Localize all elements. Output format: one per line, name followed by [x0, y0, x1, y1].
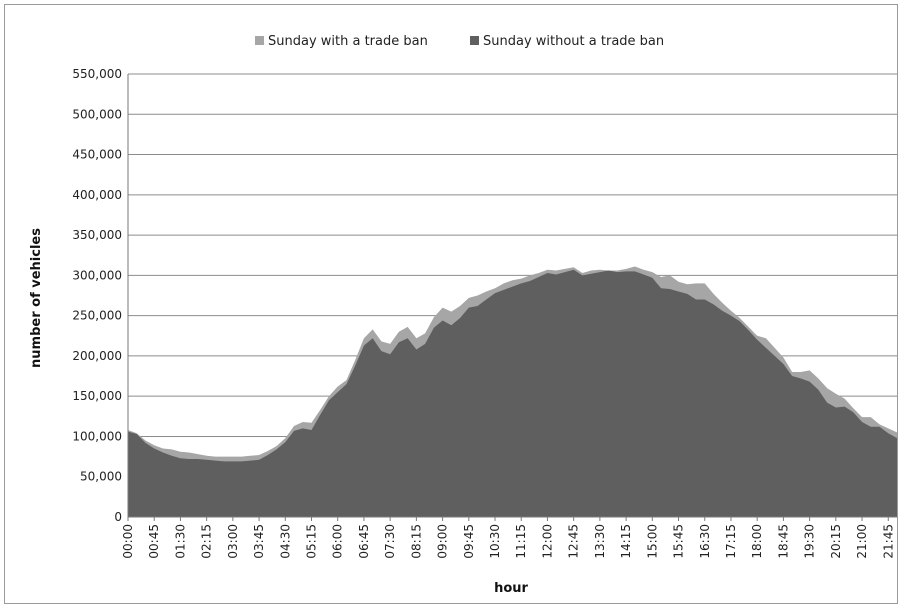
x-tick-label: 05:15 — [305, 524, 319, 559]
x-tick-label: 21:00 — [855, 524, 869, 559]
legend: Sunday with a trade ban Sunday without a… — [255, 34, 664, 49]
x-tick-label: 00:45 — [147, 524, 161, 559]
y-tick-label: 500,000 — [72, 107, 122, 121]
x-tick-label: 12:00 — [540, 524, 554, 559]
legend-label-trade-ban: Sunday with a trade ban — [268, 34, 428, 49]
x-tick-label: 16:30 — [698, 524, 712, 559]
x-axis-title: hour — [494, 581, 528, 596]
axes — [127, 74, 897, 521]
x-tick-label: 01:30 — [173, 524, 187, 559]
x-tick-label: 10:30 — [488, 524, 502, 559]
x-tick-label: 15:45 — [672, 524, 686, 559]
y-tick-label: 450,000 — [72, 148, 122, 162]
legend-label-no-trade-ban: Sunday without a trade ban — [483, 34, 664, 49]
y-tick-label: 550,000 — [72, 67, 122, 81]
x-tick-label: 03:45 — [252, 524, 266, 559]
x-tick-label: 18:00 — [750, 524, 764, 559]
x-tick-label: 11:15 — [514, 524, 528, 559]
x-tick-label: 14:15 — [619, 524, 633, 559]
x-tick-label: 07:30 — [383, 524, 397, 559]
y-tick-label: 250,000 — [72, 309, 122, 323]
plot-areas — [128, 266, 897, 517]
x-tick-label: 00:00 — [121, 524, 135, 559]
x-tick-label: 13:30 — [593, 524, 607, 559]
x-tick-label: 17:15 — [724, 524, 738, 559]
y-tick-label: 300,000 — [72, 268, 122, 282]
x-tick-label: 06:45 — [357, 524, 371, 559]
area-series-no-trade-ban — [128, 269, 897, 517]
x-tick-label: 02:15 — [200, 524, 214, 559]
legend-swatch-trade-ban — [255, 36, 264, 45]
x-tick-label: 19:30 — [803, 524, 817, 559]
x-tick-label: 09:00 — [436, 524, 450, 559]
x-tick-label: 21:45 — [881, 524, 895, 559]
x-tick-labels: 00:00 00:45 01:30 02:15 03:00 03:45 04:30 05:15… — [121, 524, 895, 559]
y-tick-labels: 0 50,000 100,000 150,000 200,000 250,000 300,0… — [72, 67, 122, 524]
y-tick-label: 400,000 — [72, 188, 122, 202]
y-tick-label: 350,000 — [72, 228, 122, 242]
x-tick-label: 09:45 — [462, 524, 476, 559]
y-tick-label: 150,000 — [72, 389, 122, 403]
y-tick-label: 100,000 — [72, 429, 122, 443]
y-tick-label: 0 — [114, 510, 122, 524]
legend-swatch-no-trade-ban — [470, 36, 479, 45]
x-tick-label: 20:15 — [829, 524, 843, 559]
x-tick-label: 04:30 — [278, 524, 292, 559]
y-tick-label: 50,000 — [80, 470, 122, 484]
x-tick-label: 12:45 — [567, 524, 581, 559]
y-axis-title: number of vehicles — [29, 228, 44, 368]
x-tick-label: 18:45 — [776, 524, 790, 559]
y-tick-label: 200,000 — [72, 349, 122, 363]
x-tick-label: 03:00 — [226, 524, 240, 559]
x-tick-label: 15:00 — [645, 524, 659, 559]
x-tick-label: 08:15 — [409, 524, 423, 559]
x-tick-label: 06:00 — [331, 524, 345, 559]
